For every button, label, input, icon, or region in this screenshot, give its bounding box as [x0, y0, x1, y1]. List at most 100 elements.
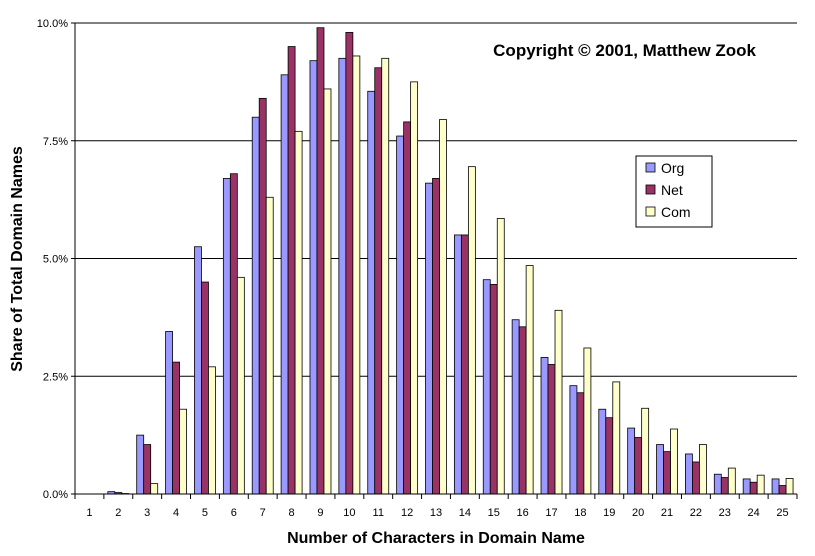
bar-com-22 [699, 444, 707, 495]
bar-net-5 [201, 281, 209, 495]
bar-org-11 [367, 90, 376, 495]
bar-com-5 [208, 366, 216, 495]
x-tick-label: 6 [231, 507, 237, 519]
bar-org-14 [453, 234, 462, 495]
bar-org-13 [425, 182, 433, 495]
bar-com-25 [785, 478, 794, 495]
bar-com-7 [265, 196, 274, 495]
bar-net-14 [460, 234, 469, 495]
bar-org-22 [685, 453, 693, 495]
bar-com-10 [352, 55, 361, 495]
legend: Org Net Com [635, 155, 713, 228]
bar-net-22 [692, 461, 700, 495]
bar-com-19 [612, 381, 621, 495]
bar-net-17 [547, 364, 556, 495]
bar-net-24 [749, 481, 758, 495]
x-tick-label: 9 [317, 507, 323, 519]
x-axis-title: Number of Characters in Domain Name [287, 530, 585, 547]
x-tick-label: 10 [343, 507, 355, 519]
bar-org-12 [396, 135, 405, 495]
y-axis-title: Share of Total Domain Names [9, 146, 26, 372]
bar-net-16 [518, 326, 527, 495]
x-tick-label: 25 [776, 507, 788, 519]
y-tick-labels: 0.0% 2.5% 5.0% 7.5% 10.0% [37, 18, 68, 501]
bar-net-6 [229, 173, 238, 495]
x-tick-label: 19 [603, 507, 615, 519]
x-tick-label: 20 [632, 507, 644, 519]
y-tick-label: 7.5% [43, 136, 68, 148]
bar-com-3 [150, 483, 159, 495]
x-tick-label: 14 [459, 507, 471, 519]
bar-org-9 [309, 60, 318, 495]
bar-com-21 [670, 428, 678, 495]
legend-label-org: Org [661, 160, 684, 176]
bar-com-12 [410, 81, 419, 495]
x-tick-label: 18 [574, 507, 586, 519]
bar-org-25 [771, 478, 780, 495]
bar-com-18 [583, 347, 592, 495]
x-tick-label: 4 [173, 507, 179, 519]
bar-org-3 [136, 434, 145, 495]
bar-org-4 [165, 331, 173, 495]
bar-com-23 [727, 467, 736, 495]
bar-org-10 [338, 57, 347, 495]
x-tick-label: 1 [86, 507, 92, 519]
bar-net-18 [576, 392, 585, 495]
bar-org-20 [627, 427, 636, 495]
bar-org-21 [656, 444, 664, 495]
bar-com-24 [756, 474, 765, 495]
x-tick-label: 16 [517, 507, 529, 519]
legend-swatch-com [645, 206, 656, 217]
bar-net-13 [432, 178, 440, 495]
bar-com-14 [467, 166, 476, 495]
bar-net-19 [605, 417, 614, 495]
x-tick-label: 7 [260, 507, 266, 519]
legend-label-com: Com [661, 204, 691, 220]
y-tick-label: 0.0% [43, 489, 68, 501]
bar-org-15 [482, 279, 491, 495]
x-tick-label: 11 [373, 507, 384, 519]
bar-net-3 [143, 444, 152, 495]
bar-com-6 [236, 276, 245, 495]
x-tick-label: 13 [430, 507, 442, 519]
x-tick-label: 2 [115, 507, 121, 519]
bar-net-25 [778, 485, 787, 495]
bar-com-8 [294, 130, 303, 495]
bar-org-17 [540, 357, 549, 495]
bar-net-12 [403, 121, 412, 495]
bar-org-8 [280, 74, 289, 495]
x-tick-label: 3 [144, 507, 150, 519]
copyright-annotation: Copyright © 2001, Matthew Zook [493, 41, 756, 60]
y-tick-label: 10.0% [37, 18, 68, 30]
bar-net-9 [316, 27, 325, 495]
x-tick-label: 22 [690, 507, 702, 519]
bar-com-13 [439, 119, 447, 495]
y-tick-label: 5.0% [43, 254, 68, 266]
bar-net-8 [287, 46, 296, 495]
legend-label-net: Net [661, 182, 683, 198]
bar-org-18 [569, 385, 578, 495]
x-tick-labels: 1 2 3 4 5 6 7 8 9 10 11 12 13 14 15 16 17 18 19 20 21 22 23 24 2… [86, 507, 788, 519]
bar-com-4 [179, 408, 187, 495]
bar-net-11 [374, 67, 383, 495]
bar-org-6 [222, 178, 231, 495]
x-tick-label: 21 [661, 507, 673, 519]
bar-net-7 [258, 97, 267, 495]
bar-org-24 [742, 478, 751, 495]
bar-com-16 [525, 265, 534, 495]
y-tick-label: 2.5% [43, 371, 68, 383]
x-tick-label: 12 [401, 507, 413, 519]
bar-org-23 [713, 473, 722, 495]
bar-net-23 [720, 477, 729, 495]
x-tick-label: 5 [202, 507, 208, 519]
bar-com-9 [323, 88, 332, 495]
bar-org-7 [251, 116, 260, 495]
x-tick-label: 15 [488, 507, 500, 519]
bar-net-15 [489, 284, 498, 495]
bar-org-19 [598, 408, 607, 495]
bar-net-4 [172, 361, 180, 495]
bar-net-20 [634, 437, 643, 495]
bar-com-15 [496, 218, 505, 495]
axes [71, 22, 798, 499]
